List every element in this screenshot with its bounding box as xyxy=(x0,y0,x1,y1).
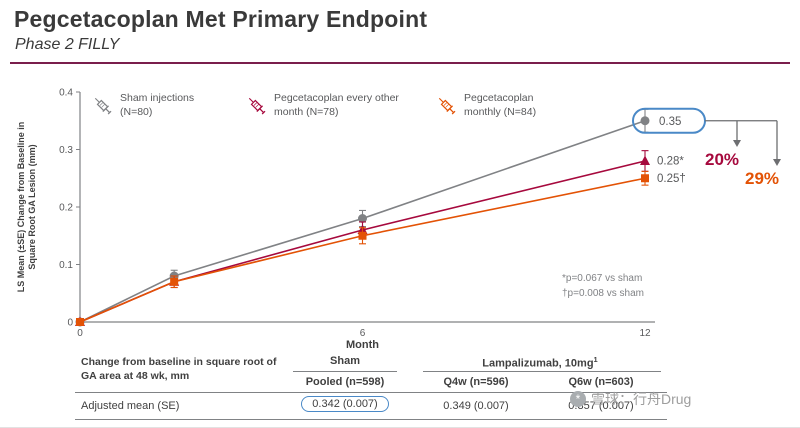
chart-legend: Sham injections (N=80) Pegcetacoplan eve… xyxy=(92,92,556,119)
series-2: 0.25† xyxy=(76,170,686,326)
svg-text:0: 0 xyxy=(67,318,73,329)
svg-text:12: 12 xyxy=(639,328,651,339)
footnote-0: *p=0.067 vs sham xyxy=(562,273,642,284)
x-axis-label: Month xyxy=(346,339,379,351)
page-subtitle: Phase 2 FILLY xyxy=(15,36,120,53)
end-label-1: 0.28* xyxy=(657,156,684,168)
svg-text:0.2: 0.2 xyxy=(59,203,73,214)
arrow-down-icon xyxy=(733,140,741,147)
table-group-header-sham: Sham xyxy=(330,355,360,367)
legend-item-monthly: Pegcetacoplan monthly (N=84) xyxy=(436,92,556,119)
table-cell-q4w: 0.349 (0.007) xyxy=(443,400,509,412)
title-divider xyxy=(10,62,790,64)
reduction-annotations: 20% 29% xyxy=(705,120,781,188)
rule-under-lampalizumab xyxy=(423,371,661,372)
svg-text:0: 0 xyxy=(77,328,83,339)
reduction-label-20: 20% xyxy=(705,150,739,169)
chart-svg: 0 0.1 0.2 0.3 0.4 0 6 12 Month LS Mean (±SE) Chan… xyxy=(16,88,781,351)
end-label-0: 0.35 xyxy=(659,116,681,128)
syringe-icon xyxy=(438,97,456,115)
page-title: Pegcetacoplan Met Primary Endpoint xyxy=(14,6,428,32)
svg-text:0.4: 0.4 xyxy=(59,88,73,99)
results-table: Change from baseline in square root of G… xyxy=(75,351,667,423)
rule-header-bottom xyxy=(75,392,667,393)
table-cell-pooled: 0.342 (0.007) xyxy=(285,396,405,412)
reduction-label-29: 29% xyxy=(745,169,779,188)
footnote-1: †p=0.008 vs sham xyxy=(562,288,644,299)
table-row-label: Adjusted mean (SE) xyxy=(81,400,180,412)
lampalizumab-label: Lampalizumab, 10mg xyxy=(482,357,594,370)
legend-item-sham: Sham injections (N=80) xyxy=(92,92,212,119)
syringe-icon xyxy=(248,97,266,115)
axes: 0 0.1 0.2 0.3 0.4 0 6 12 Month xyxy=(59,88,655,351)
rule-under-sham xyxy=(293,371,397,372)
legend-label-every-other-month: Pegcetacoplan every other month (N=78) xyxy=(274,92,399,118)
end-label-2: 0.25† xyxy=(657,173,686,185)
y-axis-label: LS Mean (±SE) Change from Baseline inSqu… xyxy=(16,122,37,292)
arrow-down-icon xyxy=(773,159,781,166)
legend-label-monthly: Pegcetacoplan monthly (N=84) xyxy=(464,92,537,118)
svg-text:6: 6 xyxy=(360,328,366,339)
legend-item-every-other-month: Pegcetacoplan every other month (N=78) xyxy=(246,92,402,119)
table-row-header: Change from baseline in square root of G… xyxy=(81,356,277,383)
svg-text:0.3: 0.3 xyxy=(59,145,73,156)
watermark: * 雪球：行舟Drug xyxy=(570,389,691,409)
table-col-header-q4w: Q4w (n=596) xyxy=(443,376,509,388)
lampalizumab-footnote-ref: 1 xyxy=(593,355,598,364)
highlight-oval: 0.342 (0.007) xyxy=(301,396,389,412)
rule-table-bottom xyxy=(75,419,667,420)
table-col-header-pooled: Pooled (n=598) xyxy=(305,376,385,388)
table-col-header-q6w: Q6w (n=603) xyxy=(568,376,634,388)
table-group-header-lampalizumab: Lampalizumab, 10mg1 xyxy=(415,355,665,370)
syringe-icon xyxy=(94,97,112,115)
footnotes: *p=0.067 vs sham †p=0.008 vs sham xyxy=(562,273,644,299)
legend-label-sham: Sham injections (N=80) xyxy=(120,92,195,118)
xueqiu-logo-icon: * xyxy=(570,391,586,407)
watermark-text: 雪球：行舟Drug xyxy=(591,391,692,407)
svg-text:0.1: 0.1 xyxy=(59,260,73,271)
series-1: 0.28* xyxy=(75,150,684,326)
